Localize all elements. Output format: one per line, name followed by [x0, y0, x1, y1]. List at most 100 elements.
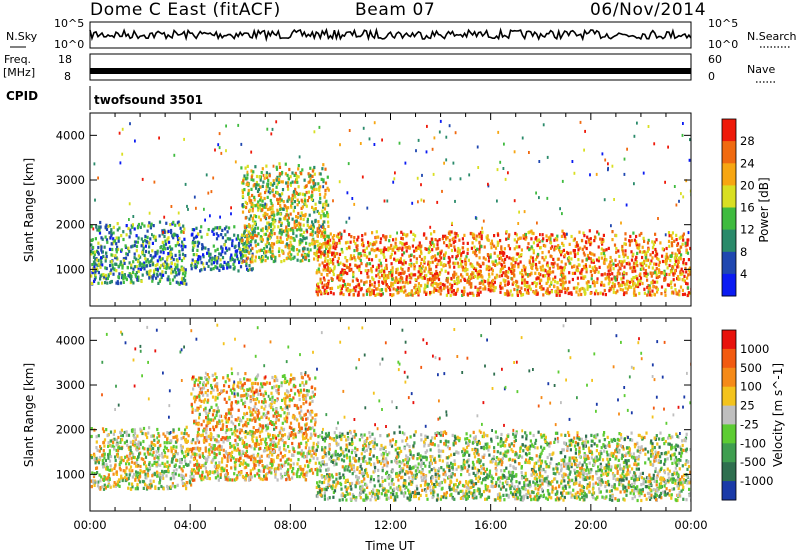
heatmap-cell: [435, 269, 438, 274]
heatmap-cell: [234, 249, 237, 253]
heatmap-cell: [100, 273, 103, 277]
heatmap-cell: [519, 291, 522, 295]
heatmap-cell: [242, 179, 245, 183]
heatmap-cell: [373, 242, 376, 246]
heatmap-cell: [113, 466, 116, 470]
heatmap-cell: [483, 285, 487, 289]
heatmap-cell: [280, 381, 283, 385]
heatmap-cell: [196, 446, 199, 450]
heatmap-cell: [472, 293, 475, 297]
heatmap-cell: [676, 277, 679, 281]
heatmap-cell: [276, 390, 279, 394]
heatmap-cell: [596, 230, 599, 234]
heatmap-cell: [664, 255, 667, 259]
heatmap-cell: [322, 268, 325, 272]
heatmap-cell: [154, 250, 157, 255]
heatmap-cell: [508, 233, 511, 237]
heatmap-cell: [329, 267, 332, 271]
heatmap-cell: [165, 221, 168, 225]
heatmap-cell: [173, 268, 176, 272]
heatmap-cell: [165, 474, 168, 478]
heatmap-cell: [276, 378, 279, 382]
heatmap-cell: [652, 271, 655, 275]
heatmap-cell: [124, 455, 127, 459]
heatmap-cell: [228, 395, 231, 399]
heatmap-cell: [361, 238, 364, 242]
heatmap-cell: [168, 278, 171, 282]
heatmap-cell: [405, 293, 408, 297]
heatmap-cell: [653, 142, 656, 146]
heatmap-cell: [264, 190, 267, 195]
heatmap-cell: [325, 202, 328, 206]
heatmap-cell: [415, 260, 418, 265]
heatmap-cell: [246, 202, 249, 206]
heatmap-cell: [568, 271, 571, 275]
heatmap-cell: [488, 255, 491, 259]
heatmap-cell: [426, 281, 429, 285]
heatmap-cell: [224, 475, 227, 479]
heatmap-cell: [505, 237, 508, 241]
heatmap-cell: [326, 211, 329, 215]
heatmap-cell: [418, 289, 421, 293]
heatmap-cell: [99, 445, 102, 449]
heatmap-cell: [319, 216, 322, 220]
heatmap-cell: [625, 262, 628, 266]
heatmap-cell: [344, 284, 347, 288]
heatmap-cell: [592, 258, 595, 262]
heatmap-cell: [207, 378, 210, 382]
heatmap-cell: [264, 254, 267, 258]
heatmap-cell: [339, 231, 342, 235]
heatmap-cell: [318, 270, 321, 274]
heatmap-cell: [593, 265, 597, 269]
heatmap-cell: [210, 267, 213, 272]
y-tick-label: 4000: [56, 128, 85, 142]
heatmap-cell: [294, 435, 297, 439]
heatmap-cell: [177, 223, 181, 227]
heatmap-cell: [512, 281, 515, 285]
heatmap-cell: [247, 182, 250, 187]
heatmap-cell: [543, 258, 546, 262]
heatmap-cell: [338, 241, 341, 245]
heatmap-cell: [270, 222, 273, 226]
heatmap-cell: [401, 248, 404, 252]
heatmap-cell: [401, 246, 404, 250]
heatmap-cell: [526, 273, 529, 277]
heatmap-cell: [390, 262, 393, 266]
heatmap-cell: [276, 191, 279, 195]
heatmap-cell: [591, 252, 594, 256]
heatmap-cell: [539, 246, 542, 250]
heatmap-cell: [94, 257, 97, 261]
heatmap-cell: [466, 241, 469, 245]
heatmap-cell: [115, 281, 118, 285]
heatmap-cell: [658, 260, 661, 264]
heatmap-cell: [389, 288, 392, 292]
heatmap-cell: [445, 293, 448, 297]
heatmap-cell: [445, 158, 448, 162]
heatmap-cell: [154, 254, 157, 258]
heatmap-cell: [137, 222, 141, 227]
heatmap-cell: [144, 249, 147, 254]
heatmap-cell: [105, 477, 108, 481]
heatmap-cell: [96, 263, 99, 267]
heatmap-cell: [278, 247, 281, 251]
heatmap-cell: [641, 267, 644, 271]
heatmap-cell: [99, 486, 102, 490]
heatmap-cell: [526, 281, 529, 285]
heatmap-cell: [325, 282, 328, 287]
heatmap-cell: [215, 403, 218, 407]
heatmap-cell: [119, 260, 122, 264]
heatmap-cell: [346, 259, 349, 263]
heatmap-cell: [246, 170, 249, 174]
heatmap-cell: [286, 229, 289, 233]
heatmap-cell: [284, 448, 287, 452]
heatmap-cell: [262, 213, 265, 218]
heatmap-cell: [318, 289, 321, 293]
heatmap-cell: [474, 250, 477, 254]
heatmap-cell: [271, 183, 274, 187]
heatmap-cell: [158, 473, 161, 477]
heatmap-cell: [272, 222, 275, 226]
heatmap-cell: [187, 450, 190, 454]
heatmap-cell: [126, 253, 129, 257]
heatmap-cell: [670, 234, 673, 238]
heatmap-cell: [244, 454, 247, 458]
